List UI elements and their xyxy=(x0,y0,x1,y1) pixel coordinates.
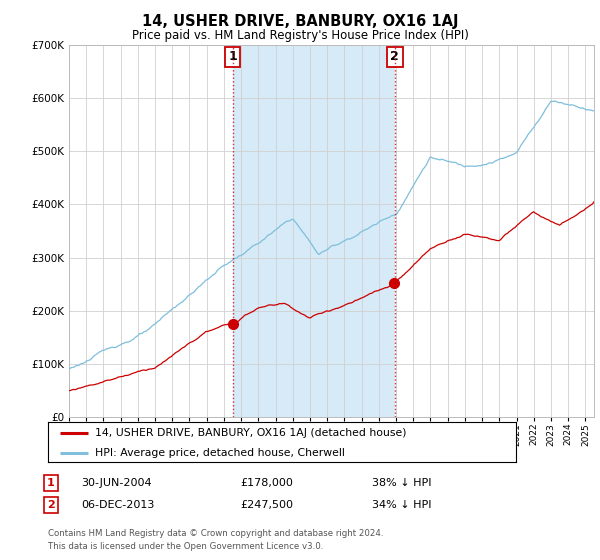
Text: 2: 2 xyxy=(390,50,399,63)
Text: 38% ↓ HPI: 38% ↓ HPI xyxy=(372,478,431,488)
Text: 30-JUN-2004: 30-JUN-2004 xyxy=(81,478,152,488)
Text: 06-DEC-2013: 06-DEC-2013 xyxy=(81,500,154,510)
Text: Contains HM Land Registry data © Crown copyright and database right 2024.
This d: Contains HM Land Registry data © Crown c… xyxy=(48,529,383,550)
Text: 14, USHER DRIVE, BANBURY, OX16 1AJ: 14, USHER DRIVE, BANBURY, OX16 1AJ xyxy=(142,14,458,29)
Text: Price paid vs. HM Land Registry's House Price Index (HPI): Price paid vs. HM Land Registry's House … xyxy=(131,29,469,42)
Text: 1: 1 xyxy=(228,50,237,63)
Text: 34% ↓ HPI: 34% ↓ HPI xyxy=(372,500,431,510)
Text: 14, USHER DRIVE, BANBURY, OX16 1AJ (detached house): 14, USHER DRIVE, BANBURY, OX16 1AJ (deta… xyxy=(95,428,406,438)
Text: HPI: Average price, detached house, Cherwell: HPI: Average price, detached house, Cher… xyxy=(95,448,344,458)
Text: £178,000: £178,000 xyxy=(240,478,293,488)
Text: 2: 2 xyxy=(47,500,55,510)
Bar xyxy=(233,45,395,417)
Text: 1: 1 xyxy=(47,478,55,488)
Text: £247,500: £247,500 xyxy=(240,500,293,510)
